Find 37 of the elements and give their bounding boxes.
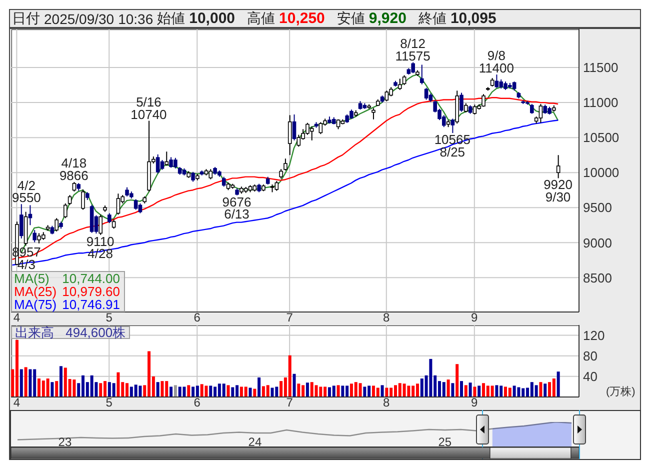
x-tick-label: 8 (383, 310, 390, 325)
x-tick-label: 7 (286, 310, 294, 325)
x-tick-label: 6 (194, 396, 201, 410)
x-tick-label: 4 (13, 310, 20, 325)
annotation: 9920 9/30 (544, 177, 572, 205)
x-tick-label: 23 (58, 435, 72, 449)
annotation: 4/2 9550 (12, 178, 41, 206)
y-tick-label: 10500 (583, 130, 620, 146)
y-tick-label: 80 (583, 348, 598, 364)
x-tick-label: 8 (383, 396, 390, 410)
y-tick-label: 11000 (583, 95, 618, 110)
y-tick-label: 8500 (583, 270, 612, 286)
chart-title: 日付 2025/09/30 10:36 始値 10,000 高値 10,250 安値 9,920 終値 10,095 (12, 10, 496, 27)
x-tick-label: 6 (194, 310, 201, 325)
annotation: 9676 6/13 (222, 194, 252, 222)
chart-title: 出来高 494,600株 (11, 325, 130, 340)
y-tick-label: 9500 (583, 200, 612, 216)
x-tick-label: 7 (286, 396, 294, 410)
y-tick-label: 120 (583, 328, 605, 343)
annotation: 5/16 10740 (130, 94, 167, 122)
series-label: MA(5) 10,744.00 (14, 271, 120, 286)
y-tick-label: 40 (583, 369, 598, 384)
annotation: 4/18 9866 (59, 156, 88, 183)
x-tick-label: 4 (13, 396, 20, 410)
annotation: 8/12 11575 (395, 36, 430, 64)
x-tick-label: 9 (471, 310, 478, 325)
x-tick-label: 25 (438, 435, 452, 449)
x-tick-label: 5 (106, 310, 113, 325)
x-tick-label: 5 (106, 396, 113, 410)
y-axis-title: (万株) (606, 385, 636, 399)
x-tick-label: 9 (471, 396, 478, 410)
x-tick-label: 24 (248, 435, 262, 449)
y-tick-label: 11500 (583, 60, 618, 76)
annotation: 10565 8/25 (434, 132, 470, 160)
y-tick-label: 9000 (583, 235, 612, 250)
annotation: 9/8 11400 (478, 48, 514, 76)
y-tick-label: 10000 (583, 165, 620, 180)
